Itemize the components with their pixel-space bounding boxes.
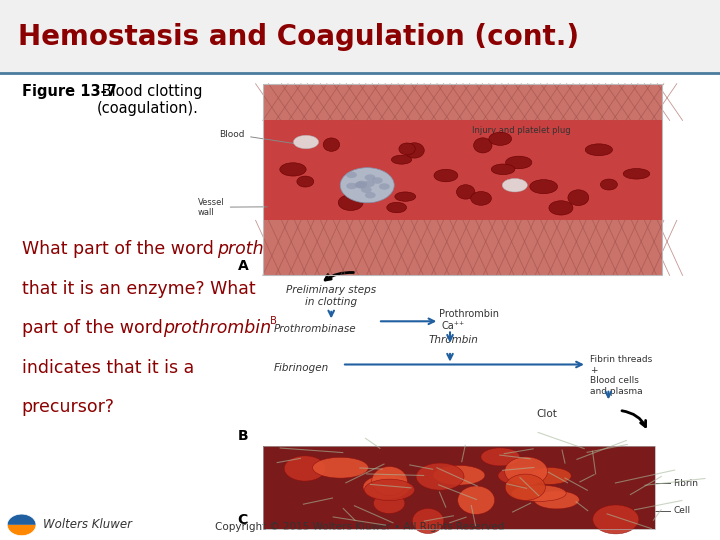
Ellipse shape xyxy=(323,138,340,151)
Ellipse shape xyxy=(297,176,314,187)
Text: indicates: indicates xyxy=(346,240,430,258)
Ellipse shape xyxy=(346,172,357,178)
Ellipse shape xyxy=(458,486,495,515)
Ellipse shape xyxy=(416,463,464,490)
Text: Copyright © 2015 Wolters Kluwer • All Rights Reserved: Copyright © 2015 Wolters Kluwer • All Ri… xyxy=(215,522,505,531)
Ellipse shape xyxy=(534,491,580,509)
Ellipse shape xyxy=(372,467,408,496)
Ellipse shape xyxy=(405,143,424,158)
Text: Prothrombin: Prothrombin xyxy=(439,308,499,319)
Ellipse shape xyxy=(474,138,492,153)
Ellipse shape xyxy=(374,493,405,514)
Text: Injury and platelet plug: Injury and platelet plug xyxy=(472,126,570,135)
Ellipse shape xyxy=(392,155,412,164)
Ellipse shape xyxy=(505,474,546,501)
Bar xyxy=(263,84,662,120)
Ellipse shape xyxy=(489,132,512,145)
Ellipse shape xyxy=(530,180,557,194)
Wedge shape xyxy=(7,525,36,536)
Text: Fibrinogen: Fibrinogen xyxy=(274,363,329,373)
Ellipse shape xyxy=(413,509,444,534)
Ellipse shape xyxy=(363,475,410,499)
FancyBboxPatch shape xyxy=(0,0,720,73)
Text: Fibrin: Fibrin xyxy=(673,478,698,488)
Ellipse shape xyxy=(364,174,375,181)
Text: Figure 13-7: Figure 13-7 xyxy=(22,84,117,99)
Ellipse shape xyxy=(372,177,383,184)
Ellipse shape xyxy=(456,185,475,199)
Text: that it is an enzyme? What: that it is an enzyme? What xyxy=(22,280,255,298)
Ellipse shape xyxy=(549,201,573,215)
Text: Blood: Blood xyxy=(220,130,300,144)
Text: Ca⁺⁺: Ca⁺⁺ xyxy=(441,321,464,332)
Text: Thrombin: Thrombin xyxy=(428,335,478,345)
Ellipse shape xyxy=(284,456,325,481)
Ellipse shape xyxy=(346,183,357,189)
Text: B: B xyxy=(267,316,277,327)
Ellipse shape xyxy=(511,485,566,502)
Ellipse shape xyxy=(498,466,546,485)
Text: indicates that it is a: indicates that it is a xyxy=(22,359,194,376)
Ellipse shape xyxy=(624,168,649,179)
Ellipse shape xyxy=(481,448,520,466)
Ellipse shape xyxy=(356,180,367,187)
Ellipse shape xyxy=(294,136,319,149)
Text: B: B xyxy=(238,429,248,443)
Ellipse shape xyxy=(387,202,407,213)
Text: C: C xyxy=(238,512,248,526)
Ellipse shape xyxy=(600,179,618,190)
Text: prothrombin: prothrombin xyxy=(163,319,271,337)
Ellipse shape xyxy=(340,167,395,203)
Bar xyxy=(263,220,662,275)
Ellipse shape xyxy=(312,457,369,478)
Ellipse shape xyxy=(433,465,485,485)
Ellipse shape xyxy=(364,479,415,501)
Ellipse shape xyxy=(399,143,415,155)
Text: Hemostasis and Coagulation (cont.): Hemostasis and Coagulation (cont.) xyxy=(18,23,579,51)
Ellipse shape xyxy=(364,180,374,187)
Text: What part of the word: What part of the word xyxy=(22,240,219,258)
Bar xyxy=(263,84,662,275)
Ellipse shape xyxy=(505,156,532,169)
Text: Vessel
wall: Vessel wall xyxy=(198,198,267,217)
Text: Preliminary steps
in clotting: Preliminary steps in clotting xyxy=(286,285,377,307)
Wedge shape xyxy=(7,514,36,525)
Text: precursor?: precursor? xyxy=(22,398,114,416)
Text: part of the word: part of the word xyxy=(22,319,168,337)
Ellipse shape xyxy=(491,164,515,174)
Ellipse shape xyxy=(356,182,366,188)
Text: Blood clotting
(coagulation).: Blood clotting (coagulation). xyxy=(97,84,203,116)
Text: A: A xyxy=(238,259,248,273)
Bar xyxy=(263,275,662,445)
Ellipse shape xyxy=(354,182,365,188)
Ellipse shape xyxy=(338,195,363,211)
Ellipse shape xyxy=(365,192,376,199)
Ellipse shape xyxy=(502,178,527,192)
Bar xyxy=(263,446,655,529)
Ellipse shape xyxy=(585,144,613,156)
Ellipse shape xyxy=(280,163,306,176)
Ellipse shape xyxy=(505,457,548,486)
Bar xyxy=(263,84,662,275)
Ellipse shape xyxy=(395,192,415,201)
Text: Wolters Kluwer: Wolters Kluwer xyxy=(43,518,132,531)
Ellipse shape xyxy=(568,190,589,206)
Text: Prothrombinase: Prothrombinase xyxy=(274,324,356,334)
Ellipse shape xyxy=(361,186,372,193)
Bar xyxy=(263,446,655,529)
Ellipse shape xyxy=(471,192,491,205)
Bar xyxy=(263,120,662,220)
Text: Fibrin threads
+
Blood cells
and plasma: Fibrin threads + Blood cells and plasma xyxy=(590,355,652,395)
Text: Clot: Clot xyxy=(536,409,557,420)
Ellipse shape xyxy=(355,181,366,188)
Ellipse shape xyxy=(529,468,571,484)
Text: Cell: Cell xyxy=(673,507,690,515)
Ellipse shape xyxy=(593,505,639,534)
Ellipse shape xyxy=(434,169,458,182)
Ellipse shape xyxy=(379,183,390,190)
Text: prothrombinase: prothrombinase xyxy=(217,240,356,258)
